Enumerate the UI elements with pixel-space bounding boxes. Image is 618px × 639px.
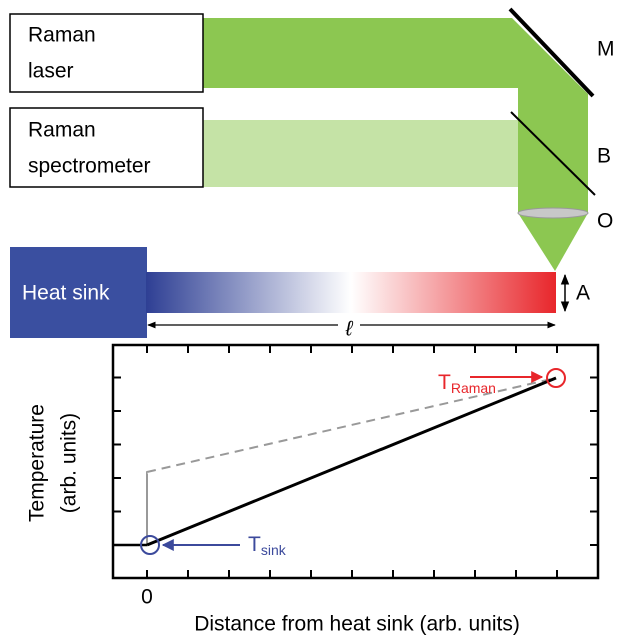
label: A <box>576 282 590 305</box>
t-raman-base: T <box>438 371 451 394</box>
plot-frame <box>111 343 600 580</box>
laser-beam <box>203 18 588 213</box>
laser-box <box>9 13 204 93</box>
x-label: Distance from heat sink (arb. units) <box>194 613 520 636</box>
label: B <box>597 145 611 168</box>
t-sink-sub: sink <box>261 542 287 558</box>
focus-cone <box>518 213 588 271</box>
x-tick-label: 0 <box>141 586 153 609</box>
length-bg <box>338 318 360 340</box>
dashed-profile <box>146 377 557 473</box>
t-raman: TRaman <box>438 371 496 396</box>
box-text: Raman <box>28 119 96 142</box>
label: O <box>597 210 613 233</box>
box-text: spectrometer <box>28 155 151 178</box>
sample-bar <box>146 272 556 313</box>
temperature-profile <box>146 376 557 547</box>
sink-circle <box>140 535 160 555</box>
y-label: Temperature <box>26 404 49 522</box>
t-raman-sub: Raman <box>451 380 496 396</box>
beamsplitter <box>510 111 596 196</box>
mirror <box>508 7 595 98</box>
t-sink-base: T <box>248 533 261 556</box>
box-text: laser <box>28 60 74 83</box>
heat-sink-label: Heat sink <box>22 282 110 305</box>
objective-lens <box>517 207 589 219</box>
length-label: ℓ <box>345 318 354 341</box>
return-beam <box>203 120 519 187</box>
box-text: Raman <box>28 24 96 47</box>
raman-circle <box>546 368 566 388</box>
label: M <box>597 38 615 61</box>
t-sink: Tsink <box>248 533 287 558</box>
spectrometer-box <box>9 107 204 188</box>
y-label: (arb. units) <box>58 413 81 513</box>
heat-sink <box>10 247 147 338</box>
